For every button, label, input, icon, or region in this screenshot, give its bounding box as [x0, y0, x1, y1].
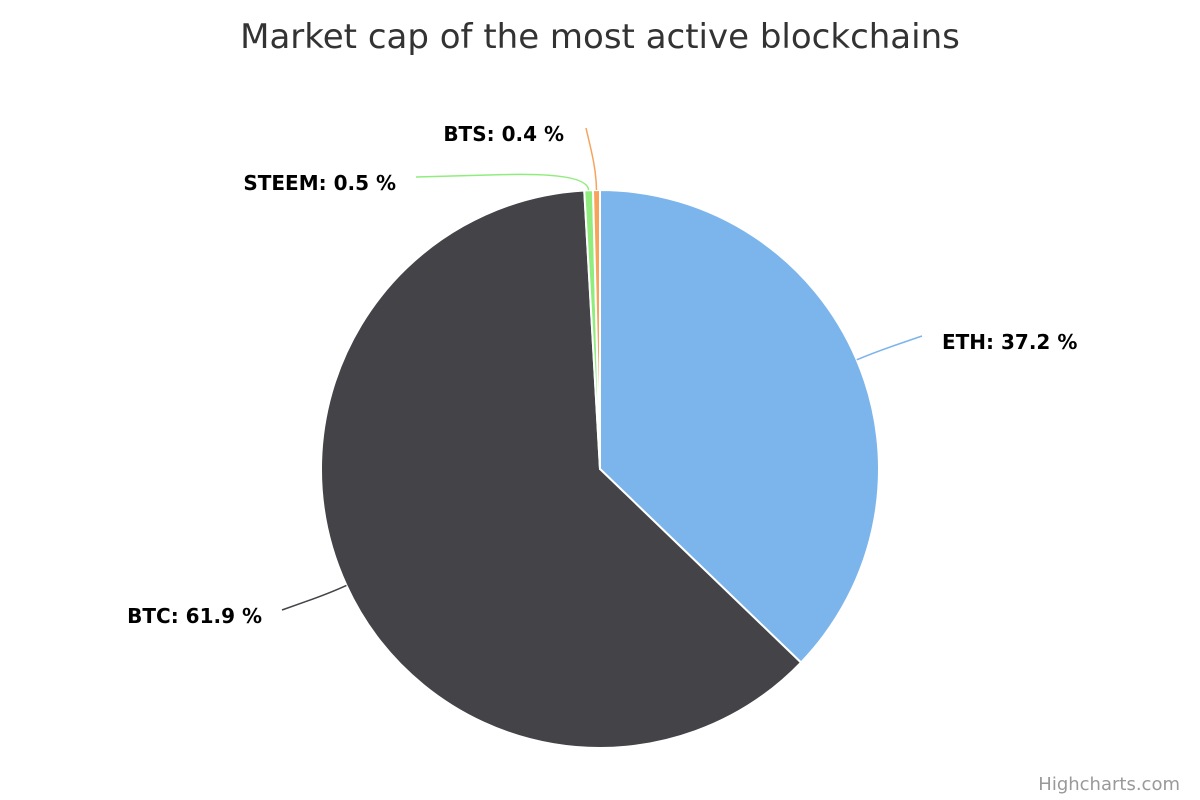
label-connectors — [281, 127, 923, 611]
data-label-btc: BTC: 61.9 % — [127, 604, 262, 628]
connector-bts — [585, 127, 598, 191]
credits-link[interactable]: Highcharts.com — [1038, 774, 1180, 795]
pie-slices — [320, 188, 880, 749]
data-labels: ETH: 37.2 % BTC: 61.9 % STEEM: 0.5 % BTS: 0… — [127, 122, 1077, 628]
data-label-steem: STEEM: 0.5 % — [243, 171, 396, 195]
data-label-eth: ETH: 37.2 % — [942, 330, 1077, 354]
pie-slice-eth[interactable] — [599, 189, 880, 664]
data-label-bts: BTS: 0.4 % — [443, 122, 564, 146]
connector-btc — [281, 584, 347, 611]
connector-steem — [415, 173, 590, 191]
connector-eth — [856, 335, 923, 361]
chart-title: Market cap of the most active blockchain… — [240, 17, 960, 57]
